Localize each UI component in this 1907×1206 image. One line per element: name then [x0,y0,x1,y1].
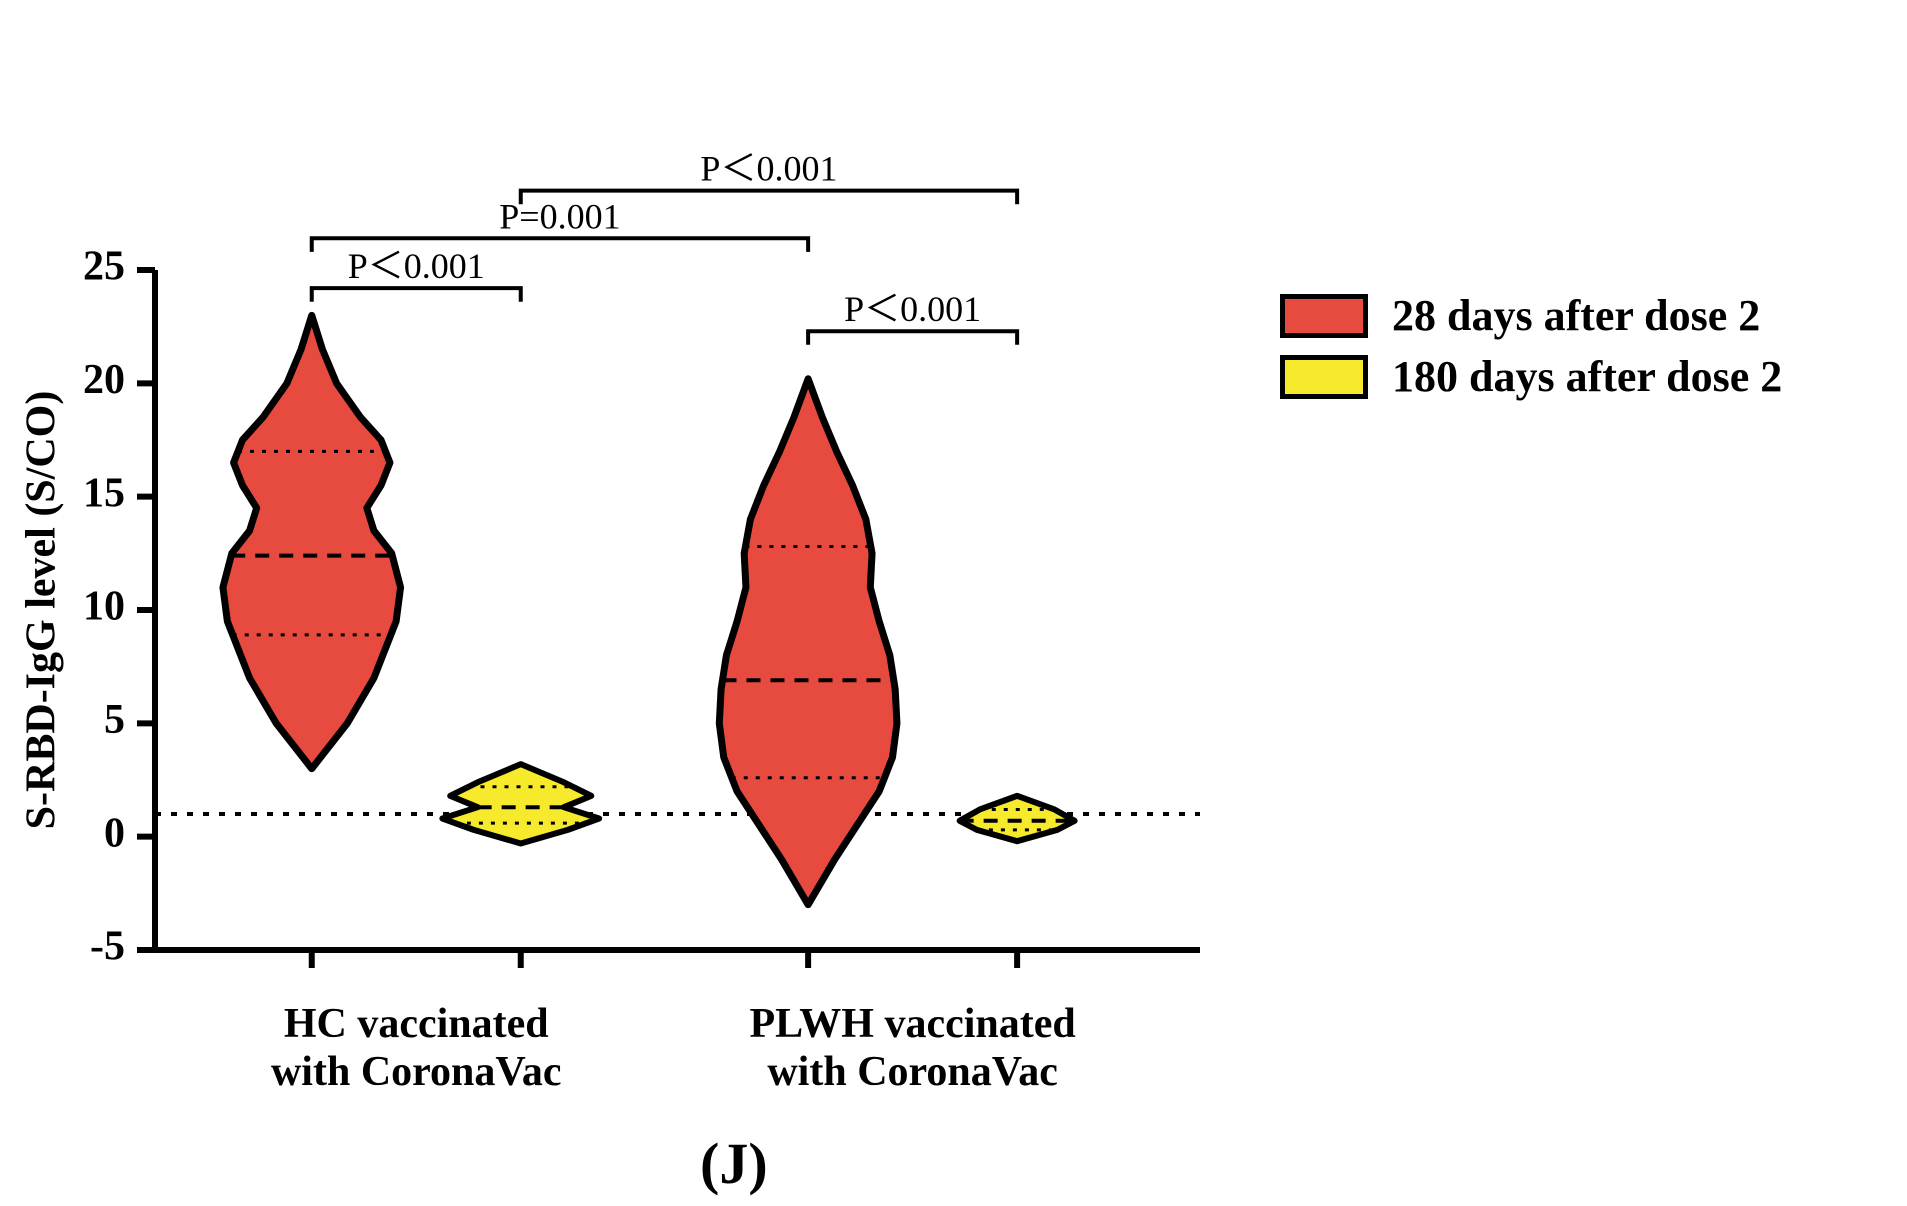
ytick-label: 15 [83,470,125,516]
axes: -5 0 5 10 15 20 25 S-RBD-IgG level (S/CO) HC vac… [19,244,1200,1095]
chart-stage: -5 0 5 10 15 20 25 S-RBD-IgG level (S/CO) HC vac… [0,0,1907,1206]
ytick-label: -5 [90,924,125,970]
ytick-label: 5 [104,697,125,743]
x-group-label: with CoronaVac [271,1049,562,1095]
violin-hc-28d [223,315,401,768]
bracket-hc-pair [312,288,521,302]
bracket-hc-pair-label: P＜0.001 [348,246,485,286]
y-axis-title: S-RBD-IgG level (S/CO) [19,391,65,830]
violin-plwh-180d [960,796,1075,841]
chart-svg: -5 0 5 10 15 20 25 S-RBD-IgG level (S/CO) HC vac… [0,0,1907,1206]
legend-label: 180 days after dose 2 [1392,351,1782,402]
x-group-label: with CoronaVac [767,1049,1058,1095]
bracket-top-label: P＜0.001 [700,149,837,189]
legend: 28 days after dose 2 180 days after dose … [1280,290,1782,412]
bracket-plwh-pair-label: P＜0.001 [844,289,981,329]
legend-swatch [1280,294,1368,338]
ytick-label: 0 [104,810,125,856]
ytick-label: 20 [83,357,125,403]
violin-plwh-28d [719,379,897,905]
bracket-plwh-pair [808,331,1017,345]
figure-label: (J) [700,1130,768,1197]
ytick-label: 25 [83,244,125,290]
legend-item: 180 days after dose 2 [1280,351,1782,402]
legend-label: 28 days after dose 2 [1392,290,1760,341]
x-group-label: PLWH vaccinated [749,1001,1075,1047]
legend-swatch [1280,355,1368,399]
ytick-label: 10 [83,584,125,630]
bracket-mid-label: P=0.001 [499,196,620,236]
legend-item: 28 days after dose 2 [1280,290,1782,341]
significance-brackets: P＜0.001 P=0.001 P＜0.001 P＜0.001 [312,149,1017,345]
x-group-label: HC vaccinated [284,1001,549,1047]
violin-hc-180d [442,764,599,843]
